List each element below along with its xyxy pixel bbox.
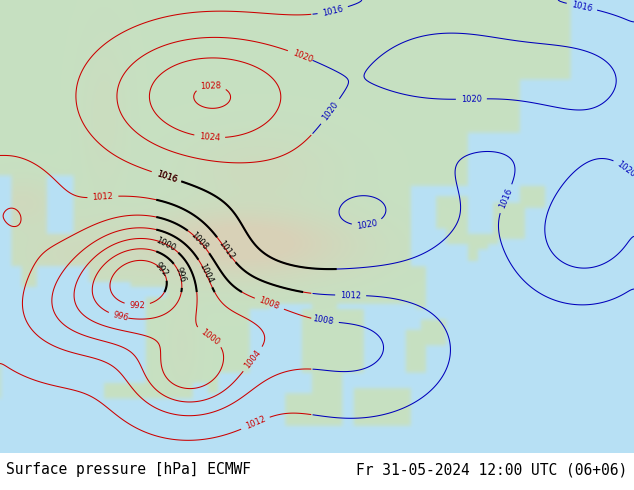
Text: Fr 31-05-2024 12:00 UTC (06+06): Fr 31-05-2024 12:00 UTC (06+06) [356, 462, 628, 477]
Text: Surface pressure [hPa] ECMWF: Surface pressure [hPa] ECMWF [6, 462, 251, 477]
Text: 1000: 1000 [154, 235, 177, 253]
Text: 1016: 1016 [155, 169, 178, 184]
Text: 1020: 1020 [321, 100, 340, 122]
Text: 1020: 1020 [615, 159, 634, 179]
Text: 1008: 1008 [258, 296, 281, 312]
Text: 1008: 1008 [189, 230, 210, 252]
Text: 1028: 1028 [200, 81, 222, 91]
Text: 1012: 1012 [244, 415, 267, 431]
Text: 1012: 1012 [340, 291, 361, 300]
Text: 996: 996 [112, 311, 130, 323]
Text: 996: 996 [173, 266, 187, 284]
Text: 992: 992 [129, 301, 145, 310]
Text: 1016: 1016 [571, 0, 593, 13]
Text: 1020: 1020 [461, 95, 482, 104]
Text: 1004: 1004 [197, 262, 214, 285]
Text: 1020: 1020 [291, 48, 314, 64]
Text: 1012: 1012 [92, 192, 113, 202]
Text: 1016: 1016 [498, 187, 514, 210]
Text: 1016: 1016 [155, 169, 178, 184]
Text: 1000: 1000 [198, 327, 221, 346]
Text: 1016: 1016 [321, 4, 344, 18]
Text: 1012: 1012 [216, 239, 236, 261]
Text: 992: 992 [153, 260, 170, 278]
Text: 1004: 1004 [243, 348, 263, 370]
Text: 1024: 1024 [199, 132, 221, 143]
Text: 1020: 1020 [356, 219, 378, 231]
Text: 1008: 1008 [312, 315, 335, 327]
